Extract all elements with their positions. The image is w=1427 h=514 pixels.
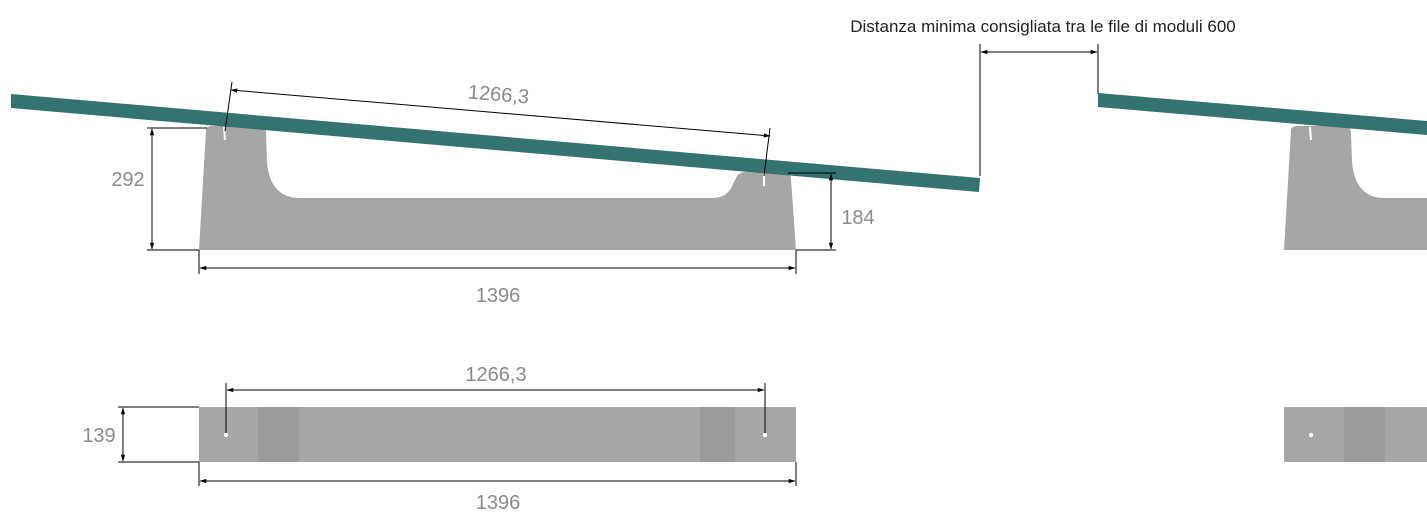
fixing-hole-row-2 — [1308, 432, 1314, 438]
concrete-base-side-row-2 — [1284, 126, 1427, 250]
base-top-shade-left — [258, 407, 299, 462]
side-view-row-1: 1266,3 292 184 1396 — [11, 81, 980, 307]
front-slot-row-2 — [1309, 126, 1312, 141]
top-length-label: 1396 — [476, 492, 521, 514]
module-span-dimension-line — [230, 88, 771, 138]
solar-module-panel — [11, 94, 980, 192]
row-spacing: Distanza minima consigliata tra le file … — [850, 17, 1236, 176]
front-slot — [223, 126, 226, 141]
fixing-hole-right — [762, 432, 768, 438]
base-top-shade-right — [700, 407, 735, 462]
fixing-hole-left — [223, 432, 229, 438]
solar-module-panel-row-2 — [1098, 93, 1427, 135]
width-label: 139 — [82, 425, 115, 447]
base-length-label: 1396 — [476, 285, 521, 307]
hole-spacing-label: 1266,3 — [465, 364, 526, 386]
spacing-note: Distanza minima consigliata tra le file … — [850, 17, 1236, 36]
concrete-base-side — [199, 126, 796, 250]
side-view-row-2 — [1098, 93, 1427, 250]
base-top-shade-row-2 — [1344, 407, 1385, 462]
rear-height-label: 184 — [841, 207, 874, 229]
front-height-label: 292 — [111, 169, 144, 191]
module-span-label: 1266,3 — [467, 81, 530, 108]
top-view: 1266,3 139 1396 — [82, 364, 1427, 514]
